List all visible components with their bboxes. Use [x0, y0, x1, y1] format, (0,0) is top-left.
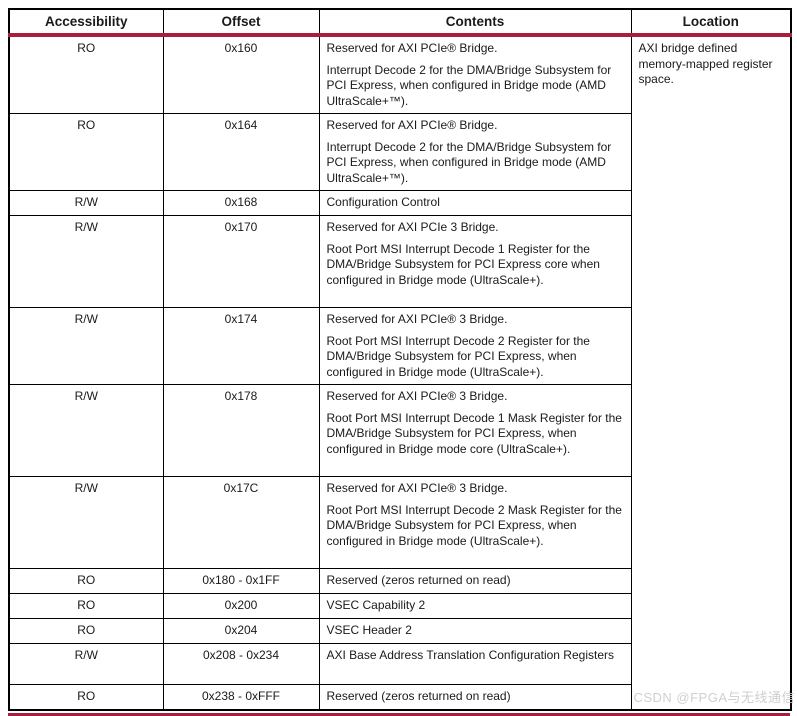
- offset-cell: 0x164: [163, 114, 319, 191]
- accessibility-cell: R/W: [9, 308, 163, 385]
- offset-cell: 0x170: [163, 216, 319, 308]
- contents-paragraph: Interrupt Decode 2 for the DMA/Bridge Su…: [327, 140, 625, 187]
- contents-cell: VSEC Header 2: [319, 619, 631, 644]
- register-map-document: Accessibility Offset Contents Location R…: [8, 8, 791, 716]
- contents-paragraph: Reserved for AXI PCIe® 3 Bridge.: [327, 389, 625, 405]
- location-cell: AXI bridge defined memory-mapped registe…: [631, 35, 791, 710]
- contents-paragraph: VSEC Header 2: [327, 623, 625, 639]
- offset-cell: 0x174: [163, 308, 319, 385]
- contents-paragraph: VSEC Capability 2: [327, 598, 625, 614]
- contents-paragraph: Root Port MSI Interrupt Decode 2 Mask Re…: [327, 503, 625, 550]
- offset-cell: 0x208 - 0x234: [163, 644, 319, 685]
- offset-cell: 0x204: [163, 619, 319, 644]
- column-header-accessibility: Accessibility: [9, 9, 163, 35]
- contents-paragraph: Root Port MSI Interrupt Decode 1 Mask Re…: [327, 411, 625, 458]
- accessibility-cell: RO: [9, 685, 163, 710]
- accessibility-cell: R/W: [9, 216, 163, 308]
- offset-cell: 0x180 - 0x1FF: [163, 569, 319, 594]
- contents-cell: Reserved (zeros returned on read): [319, 685, 631, 710]
- contents-paragraph: Reserved for AXI PCIe® Bridge.: [327, 41, 625, 57]
- table-bottom-rule: [8, 713, 790, 716]
- contents-cell: Reserved for AXI PCIe® 3 Bridge. Root Por…: [319, 308, 631, 385]
- contents-paragraph: Reserved for AXI PCIe 3 Bridge.: [327, 220, 625, 236]
- accessibility-cell: RO: [9, 569, 163, 594]
- contents-cell: Reserved for AXI PCIe® Bridge. Interrupt …: [319, 35, 631, 114]
- contents-cell: VSEC Capability 2: [319, 594, 631, 619]
- contents-paragraph: Interrupt Decode 2 for the DMA/Bridge Su…: [327, 63, 625, 110]
- offset-cell: 0x17C: [163, 477, 319, 569]
- contents-paragraph: Reserved for AXI PCIe® Bridge.: [327, 118, 625, 134]
- offset-cell: 0x168: [163, 191, 319, 216]
- contents-cell: Reserved for AXI PCIe 3 Bridge. Root Port…: [319, 216, 631, 308]
- accessibility-cell: R/W: [9, 477, 163, 569]
- accessibility-cell: R/W: [9, 644, 163, 685]
- contents-paragraph: Reserved (zeros returned on read): [327, 573, 625, 589]
- contents-paragraph: Reserved for AXI PCIe® 3 Bridge.: [327, 481, 625, 497]
- column-header-contents: Contents: [319, 9, 631, 35]
- offset-cell: 0x178: [163, 385, 319, 477]
- accessibility-cell: R/W: [9, 191, 163, 216]
- contents-cell: Reserved for AXI PCIe® Bridge. Interrupt …: [319, 114, 631, 191]
- contents-cell: Reserved (zeros returned on read): [319, 569, 631, 594]
- table-header-row: Accessibility Offset Contents Location: [9, 9, 791, 35]
- contents-cell: AXI Base Address Translation Configurati…: [319, 644, 631, 685]
- contents-paragraph: Root Port MSI Interrupt Decode 2 Registe…: [327, 334, 625, 381]
- column-header-offset: Offset: [163, 9, 319, 35]
- contents-paragraph: Reserved for AXI PCIe® 3 Bridge.: [327, 312, 625, 328]
- contents-cell: Reserved for AXI PCIe® 3 Bridge. Root Por…: [319, 477, 631, 569]
- accessibility-cell: RO: [9, 35, 163, 114]
- contents-paragraph: Reserved (zeros returned on read): [327, 689, 625, 705]
- offset-cell: 0x238 - 0xFFF: [163, 685, 319, 710]
- offset-cell: 0x160: [163, 35, 319, 114]
- accessibility-cell: RO: [9, 594, 163, 619]
- contents-paragraph: Root Port MSI Interrupt Decode 1 Registe…: [327, 242, 625, 289]
- column-header-location: Location: [631, 9, 791, 35]
- contents-paragraph: Configuration Control: [327, 195, 625, 211]
- contents-cell: Reserved for AXI PCIe® 3 Bridge. Root Por…: [319, 385, 631, 477]
- contents-paragraph: AXI Base Address Translation Configurati…: [327, 648, 625, 664]
- accessibility-cell: RO: [9, 114, 163, 191]
- contents-cell: Configuration Control: [319, 191, 631, 216]
- offset-cell: 0x200: [163, 594, 319, 619]
- accessibility-cell: RO: [9, 619, 163, 644]
- accessibility-cell: R/W: [9, 385, 163, 477]
- register-table: Accessibility Offset Contents Location R…: [8, 8, 792, 711]
